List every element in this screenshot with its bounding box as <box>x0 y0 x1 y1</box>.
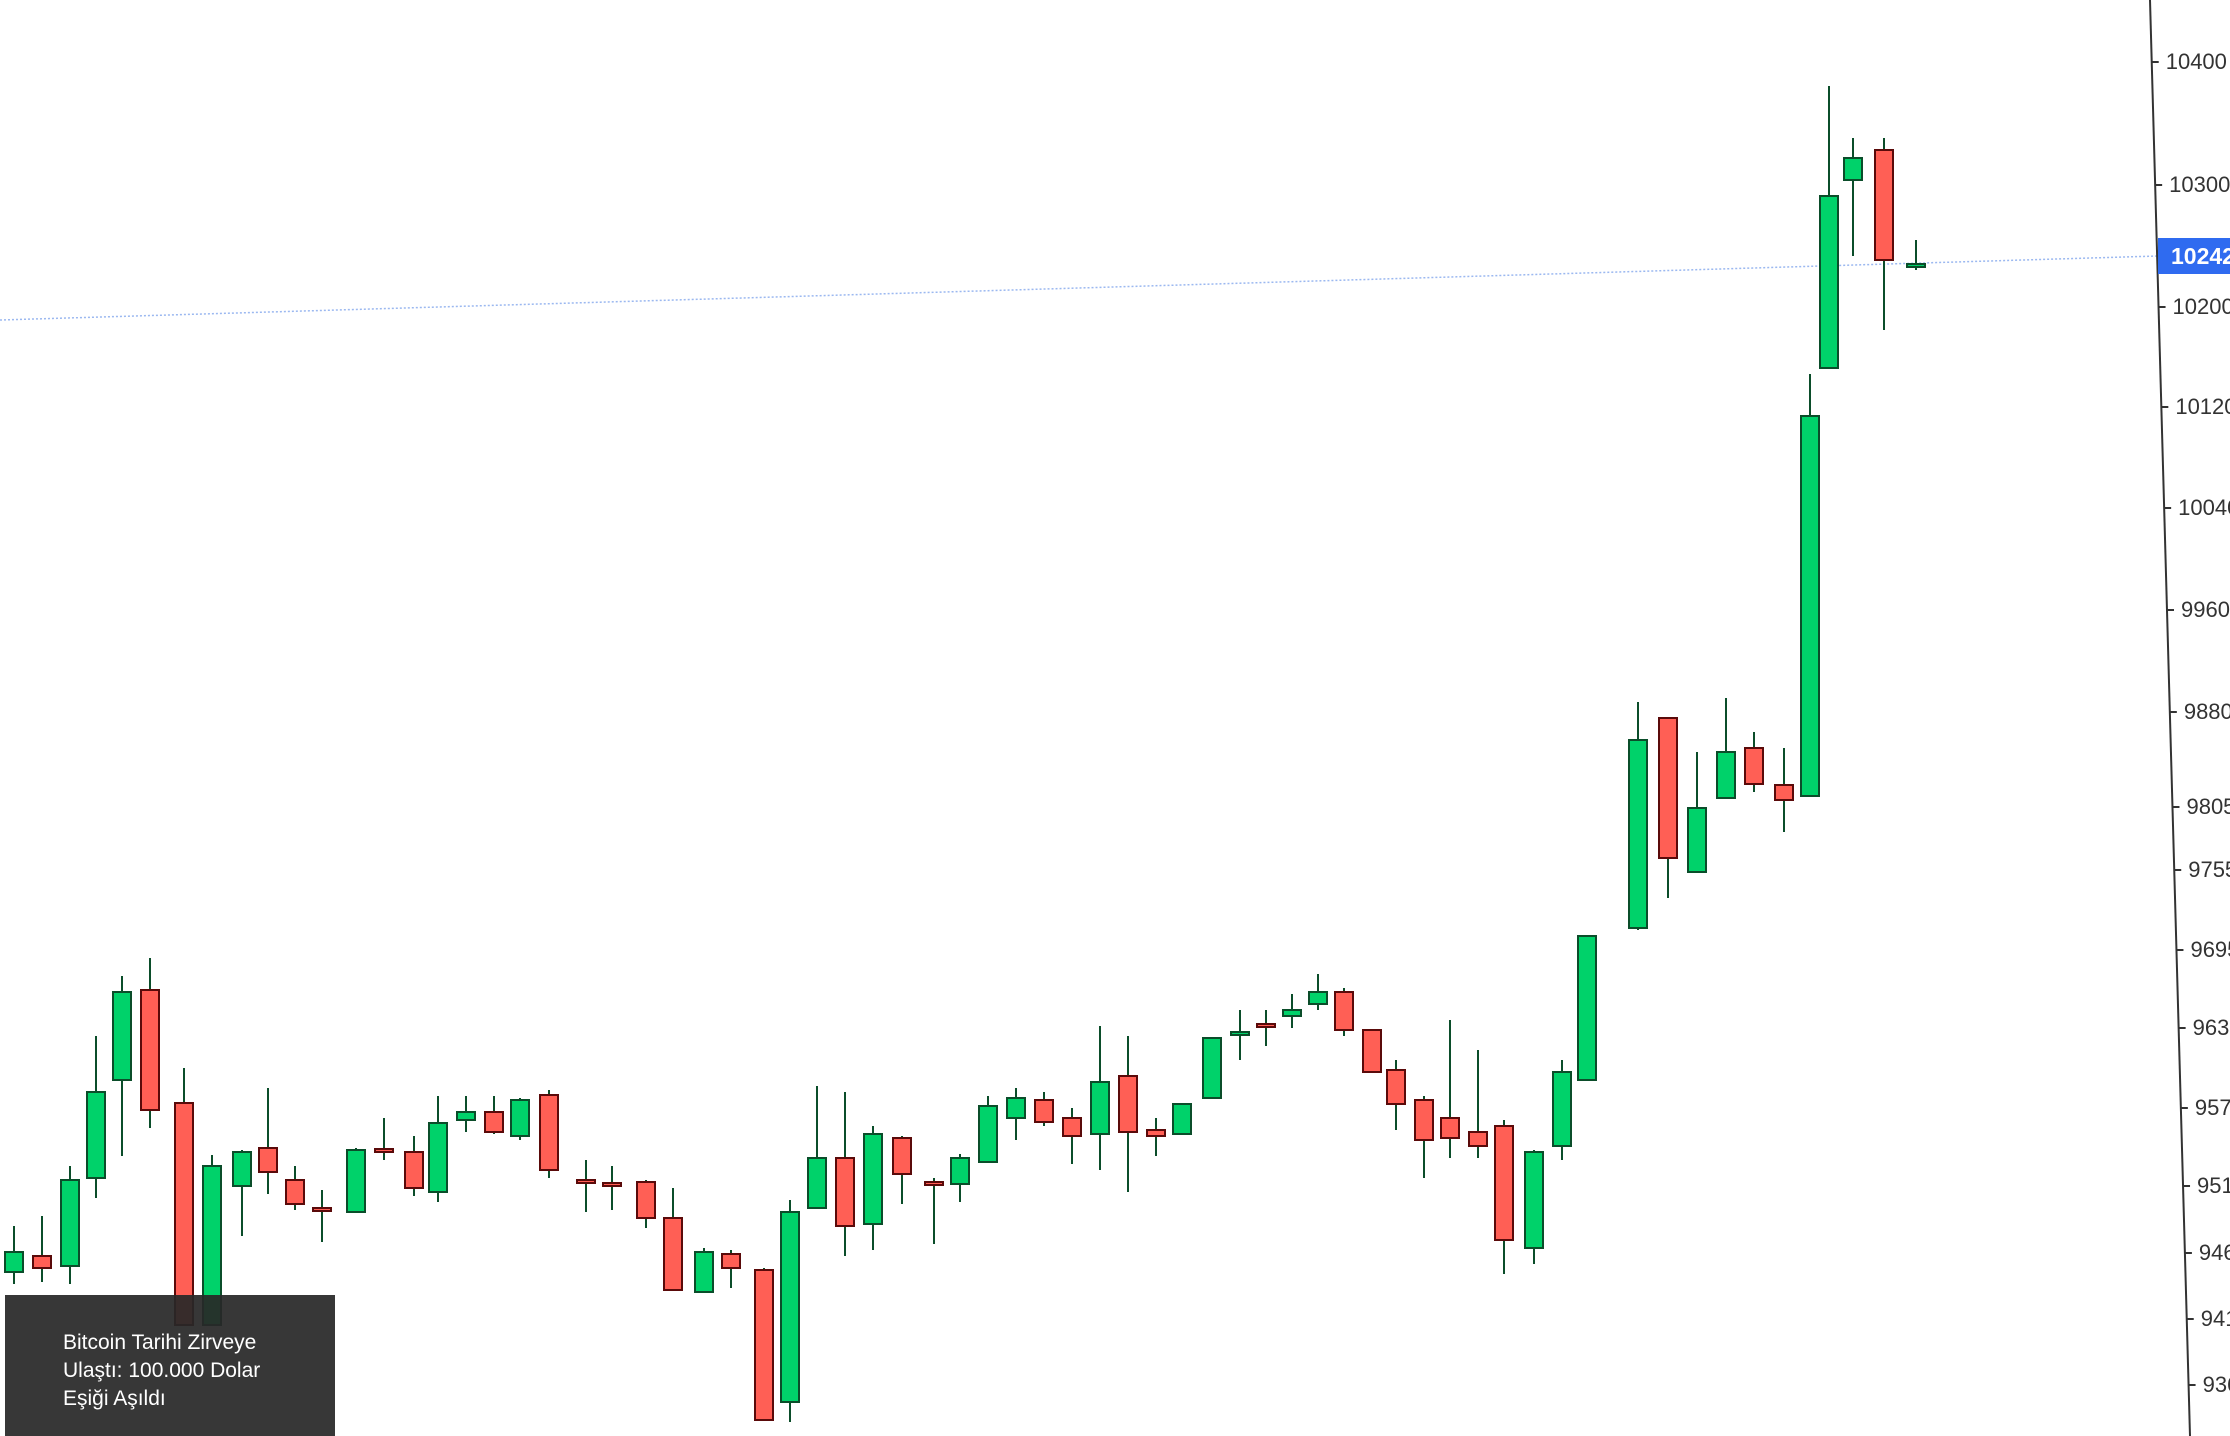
price-tick-label: 10200 <box>2172 294 2230 319</box>
candle <box>1687 752 1707 873</box>
price-tick-label: 936 <box>2202 1372 2230 1397</box>
candle <box>86 1036 106 1198</box>
candle <box>428 1096 448 1202</box>
candle <box>780 1200 800 1422</box>
candle <box>1552 1060 1572 1160</box>
candle <box>484 1096 504 1134</box>
candle <box>285 1166 305 1210</box>
price-tick-label: 941 <box>2200 1306 2230 1331</box>
candle <box>1386 1060 1406 1130</box>
candle <box>1282 994 1302 1028</box>
candle <box>510 1098 530 1140</box>
candle <box>1062 1108 1082 1164</box>
candle <box>1577 935 1597 1081</box>
price-tick-label: 9695 <box>2190 937 2230 962</box>
candle <box>602 1166 622 1210</box>
candle <box>978 1096 998 1163</box>
candle <box>1874 138 1894 330</box>
candle <box>636 1180 656 1228</box>
price-tick-label: 9805 <box>2186 794 2230 819</box>
candle <box>60 1166 80 1284</box>
candle <box>1090 1026 1110 1170</box>
candle <box>1774 748 1794 832</box>
price-tick-label: 951 <box>2197 1173 2230 1198</box>
price-tick-label: 9755 <box>2188 857 2230 882</box>
candle <box>1800 374 1820 797</box>
candle <box>456 1096 476 1132</box>
candle <box>539 1090 559 1178</box>
price-tick-label: 946 <box>2198 1240 2230 1265</box>
candle <box>721 1250 741 1288</box>
candle <box>1118 1036 1138 1192</box>
candle <box>312 1190 332 1242</box>
candle <box>1146 1118 1166 1156</box>
candles-group <box>4 86 1926 1422</box>
price-tick-label: 10120 <box>2175 394 2230 419</box>
candle <box>174 1068 194 1326</box>
candle <box>576 1160 596 1212</box>
candle <box>1256 1010 1276 1046</box>
caption-line-2: Ulaştı: 100.000 Dolar <box>63 1359 261 1382</box>
candle <box>1494 1120 1514 1274</box>
candle <box>1230 1010 1250 1060</box>
candle <box>4 1226 24 1284</box>
candle <box>232 1150 252 1236</box>
candle <box>1334 988 1354 1036</box>
headline-caption: Bitcoin Tarihi Zirveye Ulaştı: 100.000 D… <box>5 1295 335 1436</box>
candle <box>112 976 132 1156</box>
candle <box>1362 1029 1382 1073</box>
candle <box>950 1154 970 1202</box>
candle <box>1906 240 1926 270</box>
price-axis-ticks <box>2151 61 2196 1386</box>
candle <box>663 1188 683 1291</box>
candle <box>1524 1150 1544 1264</box>
candle <box>1843 138 1863 256</box>
candle <box>807 1086 827 1209</box>
caption-line-1: Bitcoin Tarihi Zirveye <box>63 1331 257 1354</box>
candle <box>863 1126 883 1250</box>
candle <box>1308 974 1328 1010</box>
candle <box>1414 1096 1434 1178</box>
candle <box>835 1092 855 1256</box>
caption-line-3: Eşiği Aşıldı <box>63 1387 166 1410</box>
candle <box>892 1136 912 1204</box>
price-tick-label: 9880 <box>2183 699 2230 724</box>
candle <box>1440 1020 1460 1158</box>
candle <box>374 1118 394 1160</box>
candle <box>754 1268 774 1421</box>
candle <box>694 1248 714 1293</box>
candle <box>258 1088 278 1194</box>
price-tick-label: 10040 <box>2178 495 2230 520</box>
candle <box>140 958 160 1128</box>
price-tick-label: 10400 <box>2165 49 2227 74</box>
candle <box>1202 1037 1222 1099</box>
candle <box>924 1178 944 1244</box>
candle <box>1172 1103 1192 1135</box>
price-axis-line <box>2149 0 2191 1436</box>
current-price-badge: 10242 <box>2158 238 2230 274</box>
candle <box>1819 86 1839 369</box>
candle <box>1006 1088 1026 1140</box>
candle <box>1034 1092 1054 1126</box>
candle <box>1744 732 1764 792</box>
price-tick-label: 963 <box>2192 1015 2230 1040</box>
candle <box>404 1136 424 1196</box>
price-tick-label: 9960 <box>2180 597 2230 622</box>
price-tick-label: 10300 <box>2169 172 2230 197</box>
candle <box>1716 698 1736 799</box>
candle <box>1658 717 1678 898</box>
candle <box>32 1216 52 1282</box>
candle <box>1468 1050 1488 1158</box>
candle <box>346 1148 366 1213</box>
price-tick-label: 957 <box>2194 1095 2230 1120</box>
candle <box>1628 702 1648 930</box>
